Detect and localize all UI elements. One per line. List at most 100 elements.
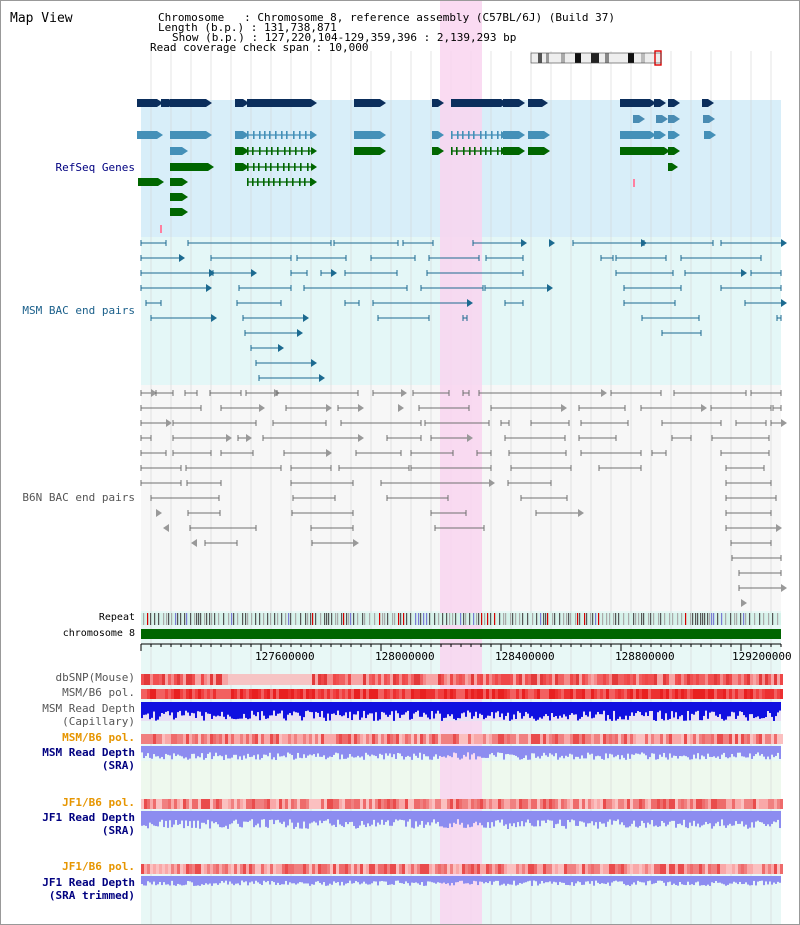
msm-depth-capillary-bar [739,702,741,712]
gene-exon-block [503,99,519,107]
msm-depth-sra-bar [423,746,425,755]
jf1-b6-pol-cell [270,799,273,809]
msm-b6-pol-cell [243,689,246,699]
dbsnp-heat-cell [312,674,315,685]
msm-depth-capillary-bar [217,702,219,716]
jf1-depth-sra-bar [563,811,565,827]
jf1-b6-pol-2-cell [636,864,639,874]
jf1-depth-sra-bar [637,811,639,828]
jf1-b6-pol-2-cell [639,864,642,874]
msm-b6-pol-cell [198,689,201,699]
gene-exon [286,178,288,186]
msm-depth-sra-bar [779,746,781,759]
jf1-depth-trim-bar [631,876,633,885]
jf1-depth-trim-bar [621,876,623,882]
jf1-depth-trim-bar [493,876,495,882]
jf1-depth-trim-bar [595,876,597,881]
jf1-depth-sra-bar [285,811,287,828]
jf1-depth-trim-bar [233,876,235,886]
msm-b6-pol-2-cell [729,734,732,744]
jf1-depth-sra-bar [419,811,421,825]
gene-exon [457,131,459,139]
msm-depth-capillary-bar [211,702,213,719]
jf1-depth-sra-bar [155,811,157,827]
msm-b6-pol-cell [231,689,234,699]
jf1-depth-trim-bar [461,876,463,881]
jf1-depth-sra-bar [623,811,625,826]
msm-depth-sra-bar [763,746,765,757]
msm-depth-capillary-bar [599,702,601,715]
msm-b6-pol-2-cell [426,734,429,744]
jf1-depth-trim-bar [273,876,275,883]
jf1-b6-pol-cell [399,799,402,809]
jf1-depth-trim-bar [571,876,573,883]
msm-depth-sra-bar [269,746,271,753]
repeat-element [341,613,343,625]
msm-b6-pol-cell [333,689,336,699]
jf1-depth-trim-bar [417,876,419,884]
jf1-depth-trim-bar [391,876,393,885]
msm-depth-capillary-bar [523,702,525,717]
msm-depth-sra-bar [241,746,243,760]
msm-depth-capillary-bar [373,702,375,721]
jf1-depth-trim-bar [717,876,719,883]
gene-strand-arrow [674,131,680,139]
jf1-b6-pol-cell [756,799,759,809]
dbsnp-heat-cell [621,674,624,685]
msm-depth-sra-bar [277,746,279,754]
jf1-b6-pol-2-cell [189,864,192,874]
msm-depth-capillary-bar [247,702,249,720]
jf1-depth-sra-bar [359,811,361,826]
jf1-b6-pol-cell [393,799,396,809]
jf1-depth-trim-bar [403,876,405,884]
jf1-b6-pol-cell [243,799,246,809]
jf1-depth-trim-bar [661,876,663,881]
msm-depth-capillary-bar [171,702,173,713]
msm-depth-sra-bar [165,746,167,754]
repeat-element [328,613,330,625]
msm-depth-sra-bar [733,746,735,757]
msm-depth-capillary-bar [315,702,317,712]
jf1-depth-sra-bar [489,811,491,828]
msm-depth-sra-bar [223,746,225,760]
msm-depth-capillary-bar [149,702,151,720]
gene-strand-arrow [660,99,666,107]
msm-b6-pol-cell [282,689,285,699]
msm-depth-capillary-bar [505,702,507,716]
msm-depth-sra-bar [189,746,191,759]
msm-b6-pol-cell [648,689,651,699]
msm-depth-capillary-bar [665,702,667,714]
msm-depth-capillary-bar [521,702,523,719]
jf1-b6-pol-2-cell [459,864,462,874]
jf1-depth-sra-bar [505,811,507,825]
msm-b6-pol-2-cell [456,734,459,744]
msm-depth-sra-bar [305,746,307,758]
msm-depth-capillary-bar [679,702,681,717]
jf1-b6-pol-cell [738,799,741,809]
jf1-b6-pol-2-cell [294,864,297,874]
msm-depth-capillary-bar [585,702,587,716]
repeat-element [602,613,604,625]
jf1-b6-pol-2-cell [330,864,333,874]
jf1-depth-trim-bar [279,876,281,885]
jf1-depth-trim-bar [771,876,773,885]
jf1-depth-trim-bar [349,876,351,881]
jf1-depth-sra-bar [547,811,549,820]
jf1-depth-trim-bar [219,876,221,884]
gene-exon-block [704,131,710,139]
msm-b6-pol-2-cell [780,734,783,744]
msm-depth-sra-bar [431,746,433,760]
jf1-depth-trim-bar [303,876,305,884]
gene-exon [277,147,279,155]
msm-b6-pol-cell [309,689,312,699]
msm-depth-capillary-bar [199,702,201,712]
jf1-depth-trim-bar [737,876,739,885]
msm-depth-capillary-bar [193,702,195,714]
jf1-depth-sra-bar [501,811,503,820]
msm-depth-sra-bar [395,746,397,759]
jf1-b6-pol-2-cell [153,864,156,874]
repeat-element [277,613,279,625]
msm-b6-pol-2-cell [291,734,294,744]
msm-b6-pol-2-cell [669,734,672,744]
